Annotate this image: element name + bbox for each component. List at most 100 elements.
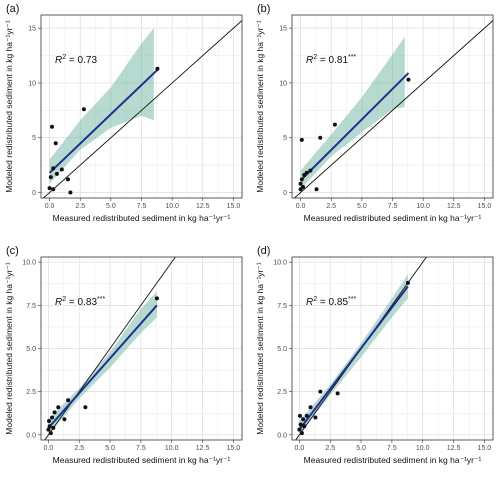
y-axis-label: Modeled redistributed sediment in kg ha⁻… <box>255 20 265 193</box>
x-axis-label: Measured redistributed sediment in kg ha… <box>304 455 482 465</box>
y-tick-label: 0 <box>283 190 287 197</box>
y-tick-label: 2.5 <box>277 389 287 396</box>
data-point <box>298 413 303 418</box>
data-point <box>50 415 55 420</box>
x-tick-label: 5.0 <box>105 445 115 452</box>
data-point <box>298 422 303 427</box>
x-axis-label: Measured redistributed sediment in kg ha… <box>304 213 482 223</box>
identity-line <box>293 19 493 198</box>
x-tick-label: 10.0 <box>165 445 179 452</box>
y-tick-label: 0 <box>32 190 36 197</box>
data-point <box>54 171 59 176</box>
data-point <box>335 391 340 396</box>
data-point <box>47 419 52 424</box>
r2-annotation: R2 = 0.73 <box>55 54 97 66</box>
panel-label: (b) <box>257 3 270 15</box>
data-point <box>299 431 304 436</box>
x-tick-label: 0.0 <box>44 445 54 452</box>
data-point <box>68 190 73 195</box>
x-tick-label: 10.0 <box>165 203 179 210</box>
regression-line <box>48 69 159 174</box>
data-point <box>332 122 337 127</box>
grid <box>41 15 242 198</box>
data-point <box>313 415 318 420</box>
data-point <box>83 405 88 410</box>
x-tick-label: 12.5 <box>447 203 461 210</box>
panel-label: (a) <box>6 3 19 15</box>
x-tick-label: 2.5 <box>74 445 84 452</box>
data-point <box>62 417 67 422</box>
y-tick-label: 5.0 <box>26 346 36 353</box>
data-point <box>48 431 53 436</box>
data-point <box>299 177 304 182</box>
data-point <box>318 389 323 394</box>
panel-label: (d) <box>257 245 270 257</box>
y-tick-label: 15 <box>279 26 287 33</box>
data-point <box>298 181 303 186</box>
data-point <box>314 187 319 192</box>
x-tick-label: 10.0 <box>416 445 430 452</box>
data-point <box>47 424 52 429</box>
x-tick-label: 7.5 <box>137 203 147 210</box>
confidence-band <box>300 36 405 190</box>
y-tick-label: 15 <box>28 26 36 33</box>
plot-content <box>295 257 427 440</box>
x-tick-label: 15.0 <box>227 445 241 452</box>
data-point <box>51 425 56 430</box>
y-tick-label: 2.5 <box>26 389 36 396</box>
x-tick-label: 15.0 <box>478 445 492 452</box>
y-axis-label: Modeled redistributed sediment in kg ha⁻… <box>4 20 14 193</box>
data-point <box>48 175 53 180</box>
y-tick-label: 5.0 <box>277 346 287 353</box>
data-point <box>299 137 304 142</box>
confidence-band <box>48 291 157 435</box>
data-point <box>308 168 313 173</box>
data-point <box>302 424 307 429</box>
x-tick-label: 7.5 <box>387 445 397 452</box>
identity-line <box>42 19 242 198</box>
panel-b: 0.0 2.5 5.0 7.5 10.0 12.5 15.0 0 5 10 15 Measured r… <box>255 3 494 223</box>
x-tick-label: 5.0 <box>106 203 116 210</box>
panel-d: 0.0 2.5 5.0 7.5 10.0 12.5 15.0 0.0 2.5 5.0 7.5 10.0… <box>255 245 494 465</box>
data-point <box>50 124 55 129</box>
data-point <box>53 141 58 146</box>
regression-line <box>299 72 410 182</box>
x-tick-label: 12.5 <box>196 445 210 452</box>
data-point <box>297 427 302 432</box>
y-tick-label: 5 <box>283 135 287 142</box>
x-axis-label: Measured redistributed sediment in kg ha… <box>53 213 231 223</box>
data-point <box>56 405 61 410</box>
plot-content <box>42 19 242 198</box>
data-point <box>155 66 160 71</box>
data-point <box>406 77 411 82</box>
regression-line <box>47 304 158 429</box>
identity-line <box>44 257 176 440</box>
x-tick-label: 5.0 <box>357 203 367 210</box>
x-tick-label: 2.5 <box>325 445 335 452</box>
data-point <box>51 187 56 192</box>
r2-annotation: R2 = 0.81*** <box>306 54 356 66</box>
data-point <box>66 398 71 403</box>
x-tick-label: 0.0 <box>296 203 306 210</box>
x-axis-label: Measured redistributed sediment in kg ha… <box>53 455 231 465</box>
data-point <box>59 167 64 172</box>
x-tick-label: 0.0 <box>295 445 305 452</box>
data-point <box>46 427 51 432</box>
regression-line <box>298 285 409 431</box>
x-tick-label: 15.0 <box>478 203 492 210</box>
data-point <box>304 170 309 175</box>
y-tick-label: 10 <box>279 80 287 87</box>
plot-content <box>44 257 176 440</box>
y-tick-label: 10 <box>28 80 36 87</box>
data-point <box>154 296 159 301</box>
identity-line <box>295 257 427 440</box>
y-tick-label: 5 <box>32 135 36 142</box>
major-grid <box>292 15 493 198</box>
y-axis-label: Modeled redistributed sediment in kg ha⁻… <box>255 262 265 435</box>
y-tick-label: 0.0 <box>277 432 287 439</box>
data-point <box>318 135 323 140</box>
data-point <box>47 186 52 191</box>
y-tick-label: 10.0 <box>273 260 287 267</box>
x-tick-label: 10.0 <box>416 203 430 210</box>
panel-c: 0.0 2.5 5.0 7.5 10.0 12.5 15.0 0.0 2.5 5.0 7.5 10.0… <box>4 245 243 465</box>
